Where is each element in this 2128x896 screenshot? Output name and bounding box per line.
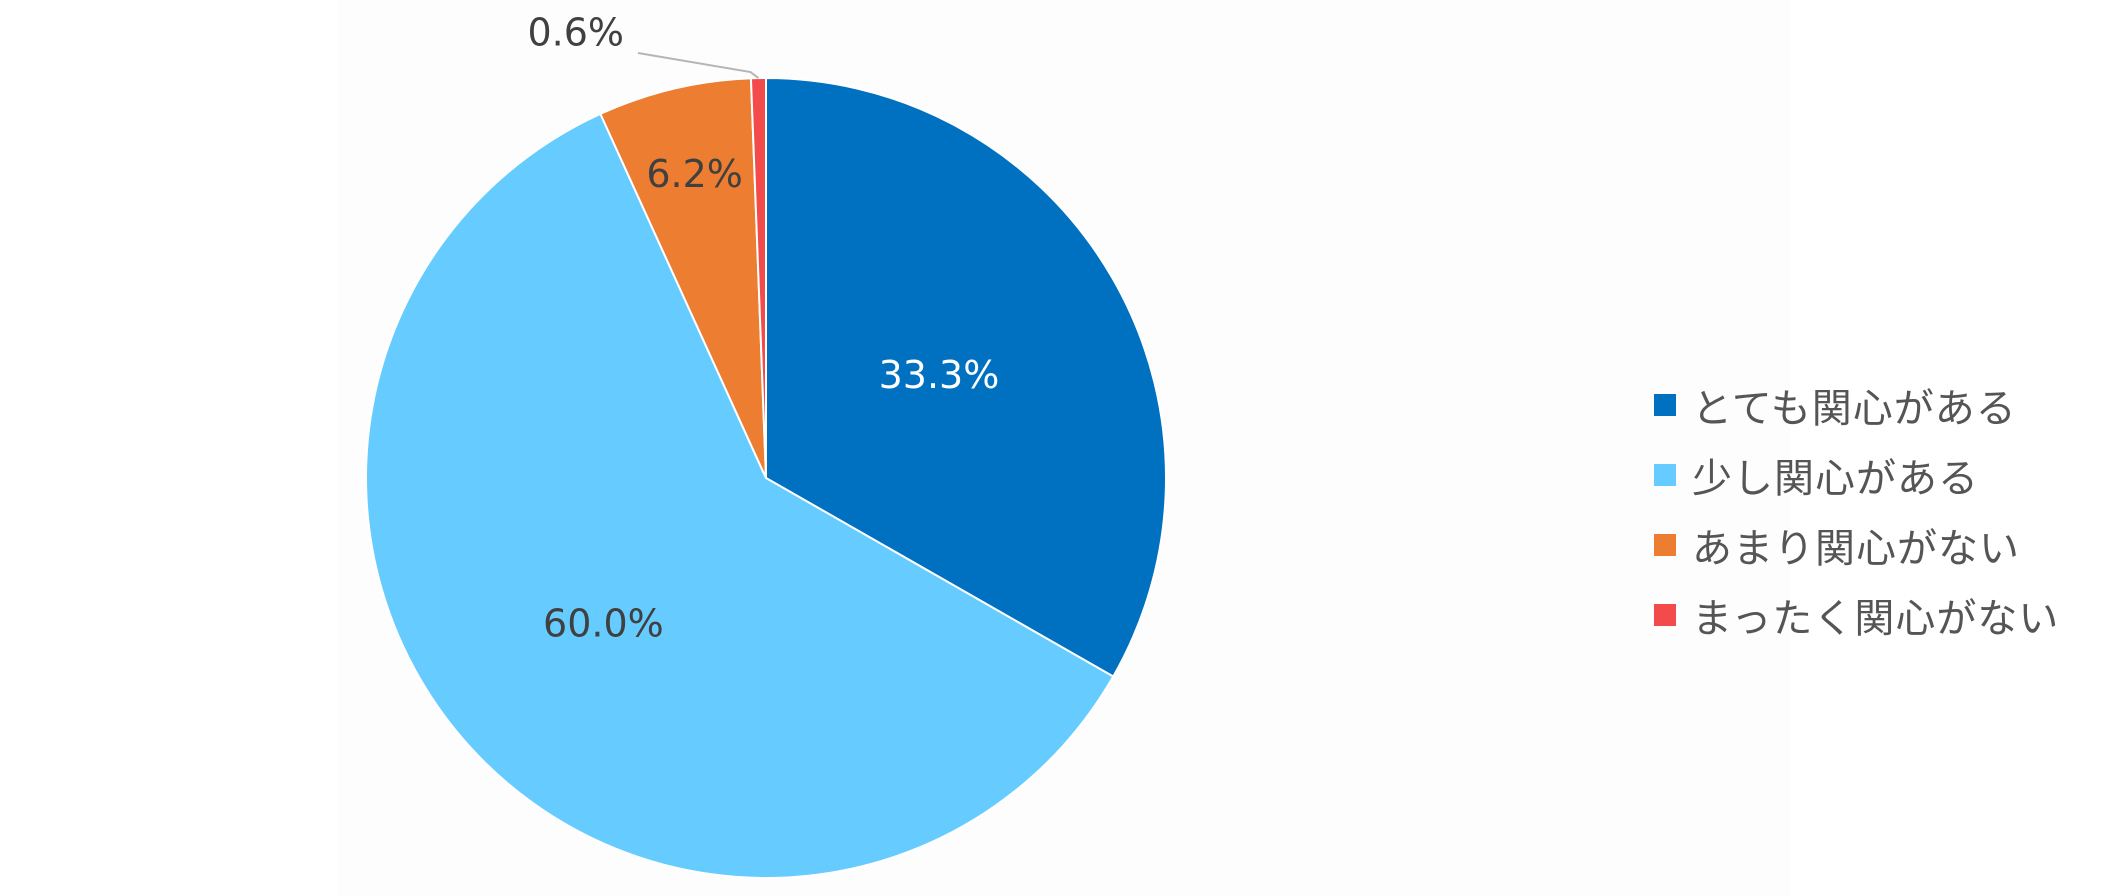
pie-slice-not-very-interested <box>599 77 767 479</box>
legend-label-very-interested: とても関心がある <box>1692 386 2017 432</box>
legend-swatch-very-interested <box>1654 394 1676 416</box>
legend-label-not-interested-at-all: まったく関心がない <box>1692 596 2060 642</box>
data-label-not-very-interested: 6.2% <box>646 152 743 196</box>
legend-item-very-interested: とても関心がある <box>1654 370 2059 440</box>
pie-slice-very-interested <box>765 76 1167 678</box>
legend-item-not-very-interested: あまり関心がない <box>1654 510 2059 580</box>
legend-label-somewhat-interested: 少し関心がある <box>1692 456 1979 502</box>
data-label-not-interested-at-all: 0.6% <box>527 11 624 55</box>
legend-swatch-somewhat-interested <box>1654 464 1676 486</box>
chart-area: 33.3% 60.0% 6.2% 0.6% とても関心がある 少し関心がある あまり関… <box>338 0 2058 896</box>
leader-line-not-interested-at-all <box>637 52 760 79</box>
pie-chart: 33.3% 60.0% 6.2% 0.6% <box>365 11 1167 879</box>
legend-item-somewhat-interested: 少し関心がある <box>1654 440 2059 510</box>
legend-label-not-very-interested: あまり関心がない <box>1692 526 2020 572</box>
legend-item-not-interested-at-all: まったく関心がない <box>1654 580 2059 650</box>
pie-slice-somewhat-interested <box>365 112 1115 879</box>
legend: とても関心がある 少し関心がある あまり関心がない まったく関心がない <box>1654 370 2059 650</box>
data-label-very-interested: 33.3% <box>879 353 1000 397</box>
data-label-somewhat-interested: 60.0% <box>543 602 664 646</box>
legend-swatch-not-very-interested <box>1654 534 1676 556</box>
legend-swatch-not-interested-at-all <box>1654 604 1676 626</box>
